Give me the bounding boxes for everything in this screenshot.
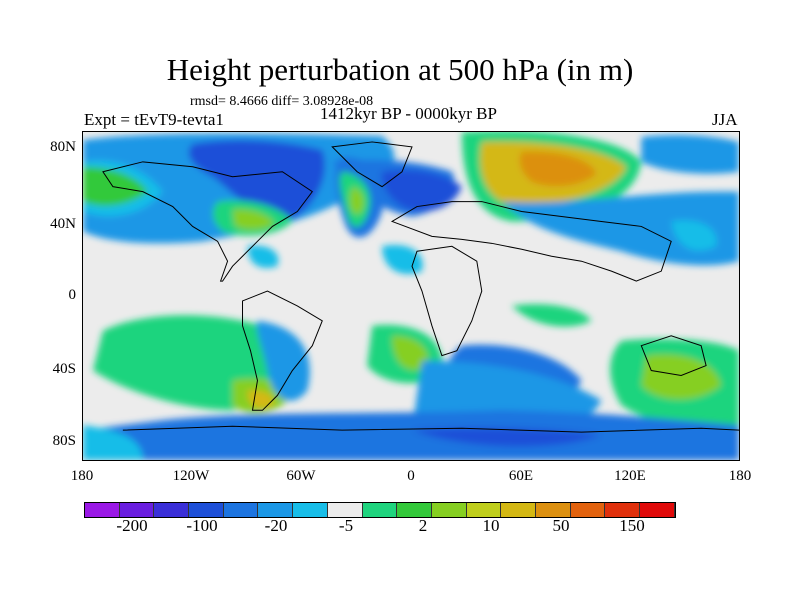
anomaly-field xyxy=(83,132,739,460)
colorbar-swatch xyxy=(154,503,190,517)
lon-label-120w: 120W xyxy=(172,468,210,484)
lat-label-0: 0 xyxy=(68,287,77,303)
colorbar-swatch xyxy=(501,503,536,517)
anomaly-region xyxy=(392,335,428,370)
anomaly-region xyxy=(349,186,364,215)
height-perturbation-map xyxy=(82,131,740,461)
colorbar-swatch xyxy=(535,503,571,517)
colorbar-swatch xyxy=(293,503,328,517)
colorbar-label: -200 xyxy=(116,516,148,535)
lon-label-0: 0 xyxy=(407,468,415,484)
map-title: Height perturbation at 500 hPa (in m) xyxy=(166,52,634,87)
anomaly-region xyxy=(641,354,722,400)
anomaly-region xyxy=(188,140,325,222)
colorbar-swatch xyxy=(466,503,502,517)
colorbar-swatch xyxy=(570,503,606,517)
lat-label-80s: 80S xyxy=(52,433,76,449)
anomaly-region xyxy=(511,304,592,327)
colorbar-swatch xyxy=(223,503,259,517)
coastline xyxy=(331,141,413,188)
stats-line: rmsd= 8.4666 diff= 3.08928e-08 xyxy=(190,94,374,109)
anomaly-region xyxy=(411,427,602,447)
colorbar-label: 150 xyxy=(619,516,645,535)
anomaly-region xyxy=(83,166,148,206)
anomaly-region xyxy=(381,169,462,212)
colorbar-swatch xyxy=(327,503,363,517)
period-label: 1412kyr BP - 0000kyr BP xyxy=(320,104,497,123)
colorbar xyxy=(84,502,676,518)
colorbar-swatch xyxy=(397,503,432,517)
anomaly-region xyxy=(247,245,279,268)
colorbar-label: -5 xyxy=(338,516,354,535)
coastline xyxy=(411,245,483,357)
anomaly-region xyxy=(256,320,310,401)
experiment-label: Expt = tEvT9-tevta1 xyxy=(84,110,224,129)
anomaly-region xyxy=(83,425,143,460)
colorbar-swatch xyxy=(605,503,640,517)
lon-label-120e: 120E xyxy=(614,468,646,484)
coastline xyxy=(102,161,314,282)
colorbar-swatch xyxy=(189,503,224,517)
coastline xyxy=(640,335,707,377)
anomaly-region xyxy=(92,315,273,411)
lat-label-40s: 40S xyxy=(52,361,76,377)
lon-label-180e: 180 xyxy=(728,468,752,484)
colorbar-label: 50 xyxy=(552,516,570,535)
coastline xyxy=(390,201,672,282)
colorbar-label: 10 xyxy=(482,516,500,535)
colorbar-swatch xyxy=(362,503,398,517)
anomaly-region xyxy=(519,151,597,187)
colorbar-label: -100 xyxy=(186,516,218,535)
coastlines xyxy=(102,141,739,433)
lon-label-60w: 60W xyxy=(286,468,316,484)
colorbar-swatch xyxy=(431,503,467,517)
colorbar-swatch xyxy=(119,503,155,517)
lat-label-40n: 40N xyxy=(50,216,76,232)
lon-label-180w: 180 xyxy=(70,468,94,484)
anomaly-region xyxy=(83,410,739,460)
lon-label-60e: 60E xyxy=(508,468,534,484)
coastline xyxy=(242,290,323,411)
anomaly-region xyxy=(671,220,717,251)
colorbar-swatch xyxy=(258,503,294,517)
colorbar-label: 2 xyxy=(418,516,428,535)
colorbar-swatch xyxy=(640,503,675,517)
anomaly-region xyxy=(501,191,739,266)
anomaly-region xyxy=(232,209,275,230)
coastline xyxy=(122,425,739,433)
season-label: JJA xyxy=(712,110,738,129)
colorbar-swatch xyxy=(85,503,120,517)
lat-label-80n: 80N xyxy=(50,139,76,155)
colorbar-label: -20 xyxy=(264,516,288,535)
anomaly-region xyxy=(641,134,739,174)
